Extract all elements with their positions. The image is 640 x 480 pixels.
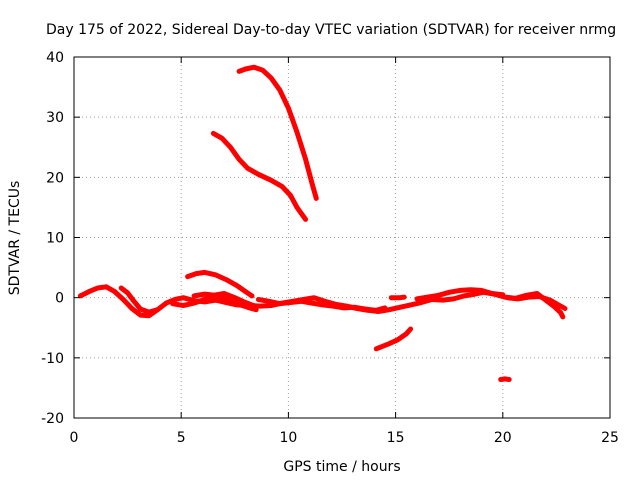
y-axis-label: SDTVAR / TECUs [7, 181, 23, 296]
y-tick-label: 20 [46, 170, 64, 186]
y-tick-label: 40 [46, 50, 64, 66]
series-base-branch-d [414, 287, 506, 302]
x-tick-label: 25 [601, 430, 619, 446]
data-series [77, 64, 568, 382]
x-axis: 0 5 10 15 20 25 [70, 57, 619, 446]
chart-title: Day 175 of 2022, Sidereal Day-to-day VTE… [46, 22, 616, 38]
grid [74, 57, 610, 418]
series-base-branch-c [255, 297, 388, 313]
x-axis-label: GPS time / hours [283, 459, 400, 475]
x-tick-label: 0 [70, 430, 79, 446]
series-base-branch-e [504, 294, 568, 311]
y-tick-label: 30 [46, 110, 64, 126]
series-seg-negative-rising [373, 326, 414, 352]
series-arc-mid [210, 130, 309, 222]
y-tick-label: -10 [41, 351, 64, 367]
series-short-seg-15 [388, 294, 407, 301]
series-arc-low-upper [185, 269, 255, 299]
series-seg-negative-20 [498, 376, 512, 382]
y-tick-label: 10 [46, 231, 64, 247]
y-tick-label: -20 [41, 411, 64, 427]
series-arc-high [236, 64, 319, 201]
x-tick-label: 15 [387, 430, 405, 446]
y-axis: -20 -10 0 10 20 30 40 [41, 50, 610, 427]
x-tick-label: 10 [279, 430, 297, 446]
series-base-branch-a [118, 285, 161, 315]
x-tick-label: 5 [177, 430, 186, 446]
x-tick-label: 20 [494, 430, 512, 446]
series-base-branch-b [170, 291, 259, 310]
y-tick-label: 0 [55, 291, 64, 307]
